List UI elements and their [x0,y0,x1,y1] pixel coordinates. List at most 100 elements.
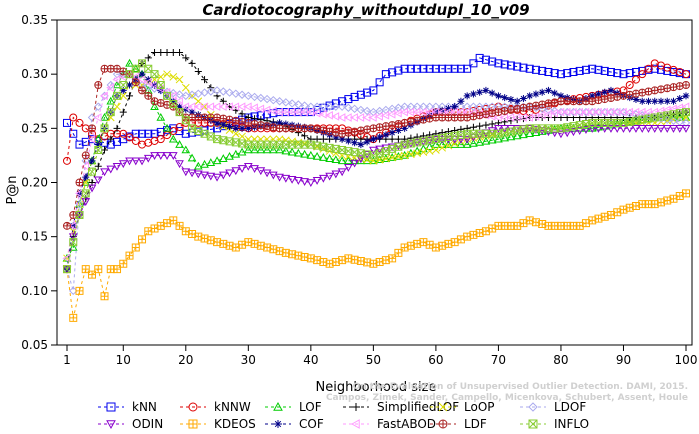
data-point [663,84,672,93]
data-point [325,110,333,120]
data-point [482,86,490,94]
data-point [606,68,615,76]
data-point [381,122,390,131]
data-point [119,129,128,138]
data-point [506,61,515,70]
data-point [293,148,303,157]
data-point [556,130,566,139]
data-point [125,58,134,67]
x-tick-label: 90 [616,353,631,367]
data-point [550,108,558,118]
data-point [550,129,560,138]
data-point [394,135,402,143]
data-point [69,222,77,230]
data-point [551,89,559,97]
legend-label: FastABOD [377,417,436,431]
data-point [632,95,640,103]
data-point [125,157,134,166]
data-point [650,125,660,133]
data-point [344,128,353,137]
data-point [344,156,353,165]
data-point [119,86,127,94]
data-point [319,174,328,183]
data-point [394,127,402,134]
data-point [538,66,547,75]
data-point [381,70,390,79]
data-point [268,106,277,116]
data-point [94,265,103,274]
data-point [575,97,584,106]
data-point [456,64,465,73]
data-point [63,156,71,165]
data-point [550,69,559,78]
data-point [63,118,71,127]
data-point [169,49,177,56]
data-point [331,99,340,108]
data-point [376,133,384,141]
data-point [112,162,122,171]
data-point [438,143,447,152]
data-point [412,139,422,147]
data-point [682,92,690,100]
data-point [425,64,434,73]
data-point [69,113,78,122]
data-point [519,63,528,72]
data-point [638,88,647,97]
data-point [469,138,478,147]
data-point [113,265,122,274]
data-point [287,99,297,108]
data-point [375,112,383,121]
data-point [681,118,691,128]
x-tick-label: 10 [116,353,131,367]
data-point [163,91,172,100]
data-point [256,167,266,176]
data-point [81,198,91,206]
data-point [463,113,472,122]
data-point [351,139,359,147]
legend-item-kdeos: KDEOS [180,417,256,431]
data-point [525,125,535,133]
data-point [481,102,491,111]
data-point [81,189,90,198]
data-point [456,113,465,122]
data-point [68,242,78,251]
data-point [419,64,428,73]
data-point [488,109,497,118]
data-point [163,70,171,79]
data-point [138,70,146,78]
data-point [256,93,266,103]
data-point [525,113,533,122]
data-point [476,122,484,130]
data-point [337,102,347,111]
data-point [563,69,572,78]
data-point [388,254,397,263]
data-point [525,129,535,138]
data-point [494,59,503,68]
data-point [487,127,497,136]
data-point [231,129,240,138]
data-point [481,136,491,145]
data-point [75,211,84,219]
legend-marker [528,402,538,412]
data-point [100,112,109,121]
data-point [88,167,97,176]
data-point [506,105,515,114]
data-point [156,135,165,144]
data-point [381,110,390,120]
data-point [500,133,510,142]
data-point [181,91,191,101]
data-point [388,135,396,143]
data-point [168,134,178,143]
data-point [188,108,196,116]
data-point [94,162,102,170]
data-point [118,160,128,169]
data-point [431,113,440,122]
data-point [188,59,196,67]
data-point [494,125,503,133]
data-point [94,141,102,149]
data-point [344,164,353,172]
data-point [344,137,352,145]
series-inflo [63,59,690,274]
data-point [425,114,434,123]
data-point [238,117,247,126]
